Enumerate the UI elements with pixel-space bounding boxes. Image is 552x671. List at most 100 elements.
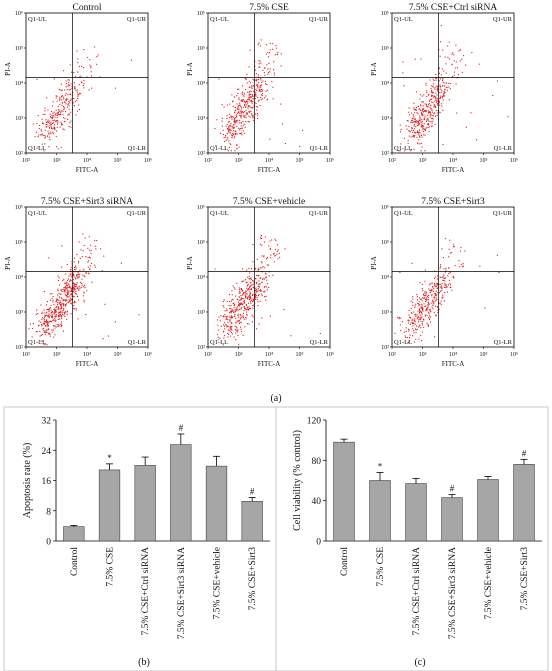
event-dot — [248, 275, 250, 277]
event-dot — [249, 286, 251, 288]
event-dot — [227, 150, 229, 152]
event-dot — [408, 130, 410, 132]
event-dot — [241, 112, 243, 114]
event-dot — [429, 105, 431, 107]
quadrant-label-lr: Q1-LR — [494, 339, 513, 346]
event-dot — [43, 312, 45, 314]
event-dot — [54, 311, 56, 313]
event-dot — [402, 61, 404, 63]
event-dot — [68, 126, 70, 128]
event-dot — [444, 85, 446, 87]
event-dot — [234, 311, 236, 313]
event-dot — [232, 100, 234, 102]
event-dot — [48, 132, 50, 134]
event-dot — [427, 126, 429, 128]
event-dot — [435, 96, 437, 98]
event-dot — [72, 282, 74, 284]
event-dot — [408, 330, 410, 332]
event-dot — [257, 106, 259, 108]
event-dot — [57, 114, 59, 116]
event-dot — [432, 115, 434, 117]
event-dot — [429, 107, 431, 109]
event-dot — [39, 330, 41, 332]
event-dot — [227, 138, 229, 140]
event-dot — [69, 122, 71, 124]
event-dot — [60, 315, 62, 317]
event-dot — [236, 133, 238, 135]
event-dot — [259, 60, 261, 62]
event-dot — [258, 60, 260, 62]
event-dot — [256, 258, 258, 260]
event-dot — [66, 293, 68, 295]
cell-events — [394, 238, 500, 343]
quadrant-label-ul: Q1-UL — [394, 210, 413, 217]
event-dot — [413, 332, 415, 334]
event-dot — [426, 314, 428, 316]
event-dot — [43, 343, 45, 345]
event-dot — [233, 137, 235, 139]
event-dot — [60, 310, 62, 312]
event-dot — [411, 127, 413, 129]
event-dot — [412, 328, 414, 330]
event-dot — [63, 278, 65, 280]
event-dot — [429, 315, 431, 317]
event-dot — [78, 262, 80, 264]
event-dot — [441, 96, 443, 98]
event-dot — [233, 126, 235, 128]
event-dot — [103, 255, 105, 257]
event-dot — [438, 308, 440, 310]
event-dot — [264, 277, 266, 279]
event-dot — [420, 125, 422, 127]
event-dot — [56, 112, 58, 114]
event-dot — [57, 122, 59, 124]
event-dot — [428, 288, 430, 290]
event-dot — [252, 116, 254, 118]
event-dot — [398, 318, 400, 320]
y-axis-label: PI-A — [4, 256, 12, 270]
event-dot — [440, 74, 442, 76]
event-dot — [226, 326, 228, 328]
event-dot — [235, 295, 237, 297]
event-dot — [419, 104, 421, 106]
event-dot — [56, 326, 58, 328]
event-dot — [274, 238, 276, 240]
event-dot — [444, 238, 446, 240]
event-dot — [71, 263, 73, 265]
event-dot — [433, 301, 435, 303]
event-dot — [278, 252, 280, 254]
event-dot — [233, 123, 235, 125]
event-dot — [58, 314, 60, 316]
event-dot — [70, 126, 72, 128]
event-dot — [435, 297, 437, 299]
event-dot — [450, 286, 452, 288]
event-dot — [434, 293, 436, 295]
event-dot — [237, 335, 239, 337]
event-dot — [90, 244, 92, 246]
cell-events — [214, 39, 304, 152]
event-dot — [249, 296, 251, 298]
event-dot — [36, 331, 38, 333]
event-dot — [438, 85, 440, 87]
event-dot — [57, 308, 59, 310]
event-dot — [433, 296, 435, 298]
event-dot — [52, 301, 54, 303]
event-dot — [63, 291, 65, 293]
event-dot — [96, 63, 98, 65]
event-dot — [63, 107, 65, 109]
event-dot — [225, 316, 227, 318]
event-dot — [57, 105, 59, 107]
event-dot — [249, 289, 251, 291]
event-dot — [59, 303, 61, 305]
event-dot — [265, 273, 267, 275]
event-dot — [254, 94, 256, 96]
event-dot — [70, 293, 72, 295]
y-tick-label: 10⁵ — [197, 240, 205, 246]
event-dot — [259, 289, 261, 291]
event-dot — [83, 275, 85, 277]
event-dot — [256, 112, 258, 114]
event-dot — [70, 302, 72, 304]
event-dot — [450, 82, 452, 84]
event-dot — [231, 116, 233, 118]
event-dot — [247, 102, 249, 104]
event-dot — [218, 316, 220, 318]
